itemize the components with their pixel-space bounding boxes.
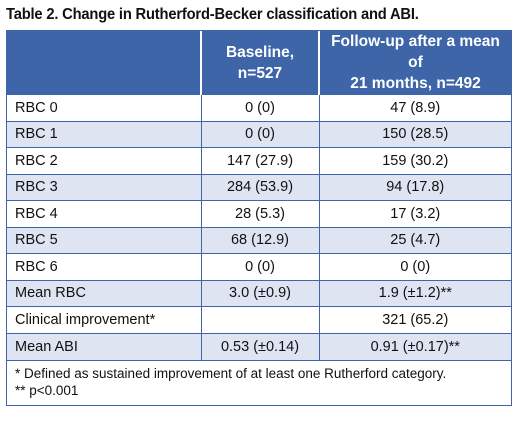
row-label: RBC 0 [7,94,201,121]
table-row: Mean ABI 0.53 (±0.14) 0.91 (±0.17)** [7,332,511,360]
cell-baseline: 3.0 (±0.9) [200,279,319,307]
table-row: RBC 3 284 (53.9) 94 (17.8) [7,173,511,201]
cell-followup: 1.9 (±1.2)** [318,279,511,307]
header-baseline-label: Baseline, n=527 [225,43,295,82]
row-label: Mean ABI [7,332,201,360]
cell-baseline: 68 (12.9) [200,226,319,254]
table-row: Mean RBC 3.0 (±0.9) 1.9 (±1.2)** [7,279,511,307]
cell-baseline: 0.53 (±0.14) [200,332,319,360]
cell-followup: 17 (3.2) [318,200,511,227]
header-row: Baseline, n=527 Follow-up after a mean of… [7,31,511,95]
cell-followup: 150 (28.5) [318,120,511,148]
cell-followup: 0 (0) [318,253,511,280]
header-followup-label: Follow-up after a mean of 21 months, n=49… [331,33,500,92]
cell-followup: 47 (8.9) [318,94,511,121]
row-label: Mean RBC [7,279,201,307]
footnote-significance-definition: * Defined as sustained improvement of at… [15,365,447,381]
cell-baseline [200,306,319,333]
cell-followup: 0.91 (±0.17)** [318,332,511,360]
table-row: RBC 4 28 (5.3) 17 (3.2) [7,200,511,227]
cell-baseline: 284 (53.9) [200,173,319,201]
row-label: RBC 2 [7,147,201,174]
results-table: Baseline, n=527 Follow-up after a mean of… [7,31,511,360]
cell-baseline: 0 (0) [200,120,319,148]
table-row: RBC 5 68 (12.9) 25 (4.7) [7,226,511,254]
table-frame: Baseline, n=527 Follow-up after a mean of… [6,30,512,406]
cell-followup: 159 (30.2) [318,147,511,174]
cell-baseline: 0 (0) [200,253,319,280]
cell-followup: 321 (65.2) [318,306,511,333]
cell-baseline: 0 (0) [200,94,319,121]
cell-followup: 94 (17.8) [318,173,511,201]
table-title: Table 2. Change in Rutherford-Becker cla… [6,6,419,23]
row-label: Clinical improvement* [7,306,201,333]
row-label: RBC 3 [7,173,201,201]
footnote-p-value: ** p<0.001 [15,382,79,398]
row-label: RBC 6 [7,253,201,280]
header-baseline: Baseline, n=527 [200,31,319,95]
header-followup: Follow-up after a mean of 21 months, n=49… [318,31,511,95]
row-label: RBC 4 [7,200,201,227]
header-blank [7,31,201,95]
row-label: RBC 1 [7,120,201,148]
cell-followup: 25 (4.7) [318,226,511,254]
row-label: RBC 5 [7,226,201,254]
footnotes: * Defined as sustained improvement of at… [7,359,511,405]
table-row: RBC 2 147 (27.9) 159 (30.2) [7,147,511,174]
table-row: Clinical improvement* 321 (65.2) [7,306,511,333]
cell-baseline: 147 (27.9) [200,147,319,174]
table-header: Baseline, n=527 Follow-up after a mean of… [7,31,511,95]
cell-baseline: 28 (5.3) [200,200,319,227]
